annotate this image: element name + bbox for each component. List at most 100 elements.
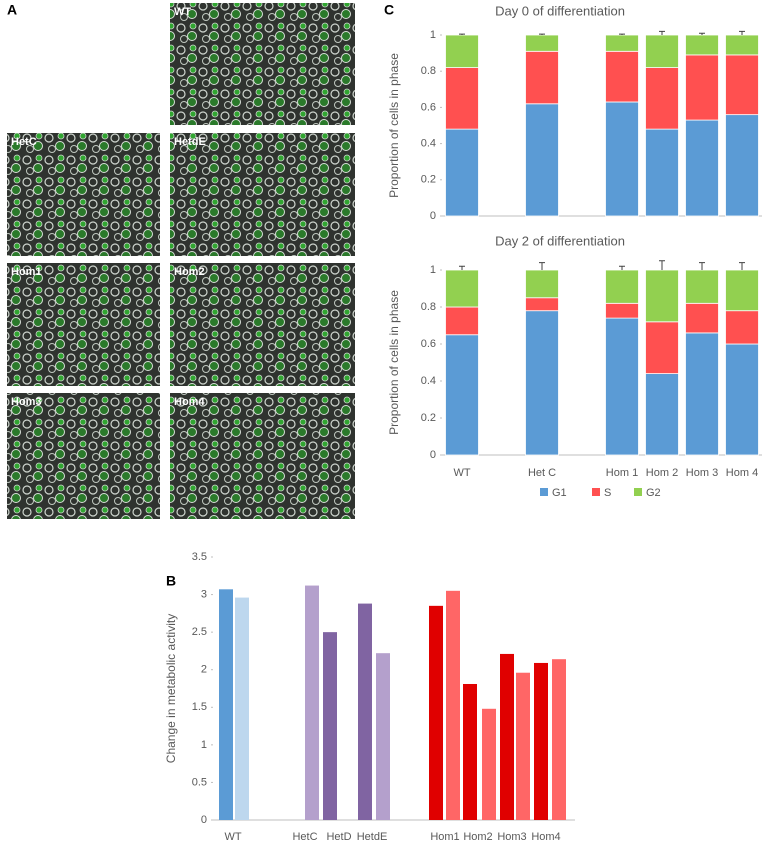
bar <box>552 659 566 820</box>
x-tick-label: Hom1 <box>430 831 459 843</box>
x-tick-label: HetdE <box>357 831 388 843</box>
bar-segment <box>646 322 679 374</box>
bar-segment <box>686 120 719 216</box>
bar <box>516 673 530 820</box>
bar <box>358 604 372 820</box>
legend-swatch <box>592 488 600 496</box>
bar-segment <box>526 104 559 216</box>
x-tick-label: HetC <box>292 831 317 843</box>
error-bar <box>739 31 745 35</box>
x-tick-label: WT <box>224 831 241 843</box>
bar-segment <box>446 270 479 307</box>
bar <box>463 684 477 820</box>
bar-segment <box>646 35 679 68</box>
x-tick-label: Het C <box>528 467 556 479</box>
legend-label: G2 <box>646 487 661 499</box>
error-bar <box>659 261 665 270</box>
bar-segment <box>526 298 559 311</box>
legend-label: G1 <box>552 487 567 499</box>
chart-title: Day 2 of differentiation <box>495 233 625 248</box>
error-bar <box>659 31 665 35</box>
bar-segment <box>606 318 639 455</box>
bar <box>534 663 548 820</box>
y-tick-label: 0.8 <box>421 301 436 313</box>
error-bar <box>699 263 705 270</box>
x-tick-label: WT <box>453 467 470 479</box>
image-label: WT <box>174 6 191 18</box>
bar-segment <box>606 102 639 216</box>
bar-segment <box>726 270 759 311</box>
y-tick-label: 0.6 <box>421 338 436 350</box>
bar <box>323 632 337 820</box>
x-tick-label: Hom 1 <box>606 467 638 479</box>
bar <box>376 653 390 820</box>
bar-segment <box>686 55 719 120</box>
bar-segment <box>526 311 559 455</box>
error-bar <box>619 266 625 270</box>
y-tick-label: 0.5 <box>192 776 207 788</box>
micrograph <box>7 393 160 519</box>
x-tick-label: Hom4 <box>531 831 560 843</box>
y-tick-label: 1.5 <box>192 701 207 713</box>
image-label: Hom4 <box>174 396 205 408</box>
x-tick-label: Hom3 <box>497 831 526 843</box>
bar-segment <box>646 270 679 322</box>
y-tick-label: 0 <box>430 210 436 222</box>
legend-swatch <box>540 488 548 496</box>
error-bar <box>459 266 465 270</box>
y-tick-label: 1 <box>430 264 436 276</box>
y-tick-label: 0.4 <box>421 375 436 387</box>
image-label: HetdE <box>174 136 206 148</box>
y-tick-label: 0 <box>201 814 207 826</box>
x-tick-label: Hom 3 <box>686 467 718 479</box>
micrograph <box>170 3 355 125</box>
image-label: Hom2 <box>174 266 205 278</box>
micrograph <box>170 263 355 386</box>
bar-segment <box>606 35 639 51</box>
image-label: Hom3 <box>11 396 42 408</box>
bar-segment <box>686 35 719 55</box>
micrograph <box>170 133 355 256</box>
bar-segment <box>446 68 479 130</box>
y-axis-label: Proportion of cells in phase <box>387 53 401 198</box>
bar-segment <box>446 335 479 455</box>
y-axis-label: Change in metabolic activity <box>164 614 178 763</box>
bar-segment <box>726 344 759 455</box>
x-tick-label: Hom 2 <box>646 467 678 479</box>
x-tick-label: Hom2 <box>463 831 492 843</box>
bar-segment <box>646 374 679 455</box>
bar-segment <box>526 51 559 103</box>
micrograph <box>7 263 160 386</box>
chart-title: Day 0 of differentiation <box>495 3 625 18</box>
bar-segment <box>726 35 759 55</box>
bar-segment <box>646 68 679 130</box>
bar-segment <box>446 129 479 216</box>
error-bar <box>539 263 545 270</box>
bar-segment <box>526 270 559 298</box>
micrograph <box>170 393 355 519</box>
y-axis-label: Proportion of cells in phase <box>387 290 401 435</box>
legend-swatch <box>634 488 642 496</box>
panel-label: A <box>7 2 17 18</box>
x-tick-label: HetD <box>326 831 351 843</box>
bar-segment <box>686 333 719 455</box>
bar <box>482 709 496 820</box>
bar-segment <box>646 129 679 216</box>
image-label: HetC <box>11 136 37 148</box>
micrograph <box>7 133 160 256</box>
y-tick-label: 0 <box>430 449 436 461</box>
bar <box>446 591 460 820</box>
bar-segment <box>606 51 639 102</box>
y-tick-label: 2.5 <box>192 626 207 638</box>
y-tick-label: 3 <box>201 588 207 600</box>
legend-label: S <box>604 487 611 499</box>
y-tick-label: 1 <box>430 29 436 41</box>
bar-segment <box>726 311 759 344</box>
error-bar <box>739 263 745 270</box>
image-label: Hom1 <box>11 266 42 278</box>
bar-segment <box>606 303 639 318</box>
bar <box>500 654 514 820</box>
y-tick-label: 3.5 <box>192 551 207 563</box>
y-tick-label: 0.2 <box>421 412 436 424</box>
